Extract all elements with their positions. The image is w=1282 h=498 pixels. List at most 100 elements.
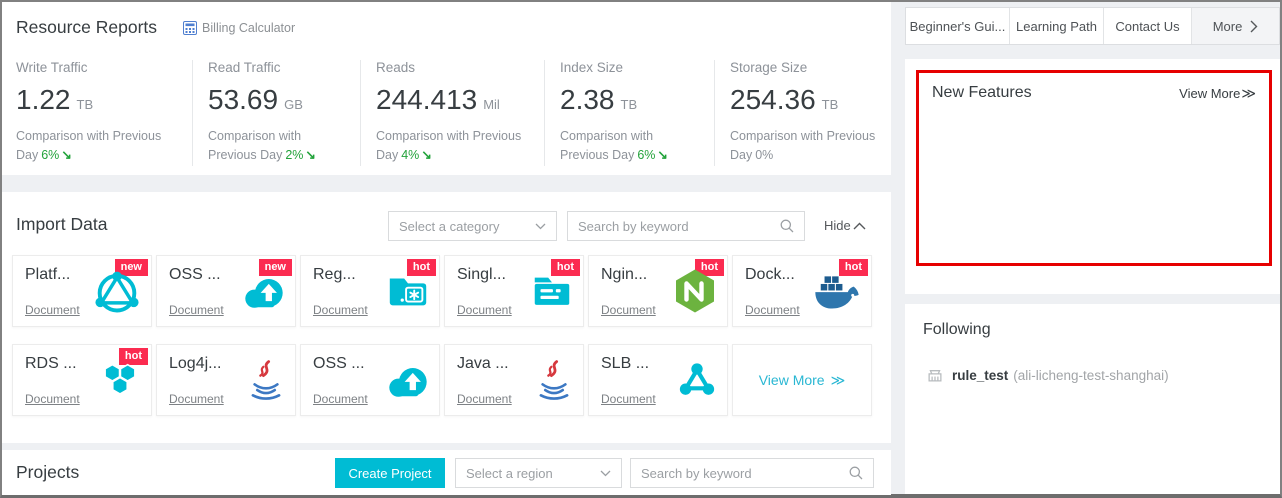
document-link[interactable]: Document xyxy=(601,303,656,317)
trend-down-arrow: ↘ xyxy=(305,148,316,163)
tab-beginners-guide[interactable]: Beginner's Gui... xyxy=(906,8,1010,44)
import-data-panel: Import Data Select a category Hide new P… xyxy=(2,192,891,443)
hide-toggle[interactable]: Hide xyxy=(824,218,866,233)
trend-down-arrow: ↘ xyxy=(421,148,432,163)
projects-search-box xyxy=(630,458,874,488)
change-percent: 6% xyxy=(41,148,60,163)
projects-search-input[interactable] xyxy=(631,465,849,481)
resource-reports-panel: Resource Reports Billing Calculator Writ… xyxy=(2,2,891,175)
new-features-view-more-link[interactable]: View More≫ xyxy=(1179,84,1256,101)
new-features-panel: New Features View More≫ xyxy=(905,59,1280,294)
project-icon xyxy=(927,368,943,383)
import-card-rds[interactable]: hot RDS ... Document xyxy=(12,344,152,416)
chevron-down-icon xyxy=(535,223,546,230)
tab-learning-path[interactable]: Learning Path xyxy=(1010,8,1104,44)
search-icon[interactable] xyxy=(849,466,863,480)
import-card-oss[interactable]: new OSS ... Document xyxy=(156,255,296,327)
stat-reads: Reads 244.413 Mil Comparison with Previou… xyxy=(360,60,544,166)
create-project-button[interactable]: Create Project xyxy=(335,458,445,488)
following-project-region: (ali-licheng-test-shanghai) xyxy=(1013,368,1169,383)
billing-calculator-link[interactable]: Billing Calculator xyxy=(183,20,296,35)
change-percent: 6% xyxy=(637,148,656,163)
import-card-slb[interactable]: SLB ... Document xyxy=(588,344,728,416)
import-card-java[interactable]: Java ... Document xyxy=(444,344,584,416)
double-chevron-right-icon: ≫ xyxy=(1241,84,1256,101)
network-icon xyxy=(91,265,143,317)
tab-more[interactable]: More xyxy=(1192,8,1279,44)
new-features-title: New Features xyxy=(932,84,1032,101)
stat-storage-size: Storage Size 254.36 TB Comparison with Pr… xyxy=(714,60,891,166)
import-card-single-line[interactable]: hot Singl... Document xyxy=(444,255,584,327)
resource-reports-title: Resource Reports xyxy=(16,17,158,37)
trend-down-arrow: ↘ xyxy=(657,148,668,163)
document-link[interactable]: Document xyxy=(169,303,224,317)
nginx-icon xyxy=(671,267,719,315)
chevron-up-icon xyxy=(853,222,866,230)
hot-badge: hot xyxy=(406,259,436,277)
import-card-oss-2[interactable]: OSS ... Document xyxy=(300,344,440,416)
region-select[interactable]: Select a region xyxy=(455,458,622,488)
import-card-docker[interactable]: hot Dock... Document xyxy=(732,255,872,327)
chevron-down-icon xyxy=(600,470,611,477)
import-search-input[interactable] xyxy=(568,218,780,234)
document-link[interactable]: Document xyxy=(313,303,368,317)
change-percent: 0% xyxy=(755,148,774,163)
molecule-icon xyxy=(675,358,719,402)
import-data-title: Import Data xyxy=(16,214,108,234)
stat-read-traffic: Read Traffic 53.69 GB Comparison with Pre… xyxy=(192,60,360,166)
hot-badge: hot xyxy=(118,348,148,366)
change-percent: 2% xyxy=(285,148,304,163)
new-badge: new xyxy=(114,259,148,277)
calculator-icon xyxy=(183,20,198,35)
stat-unit: TB xyxy=(76,97,94,112)
view-more-card[interactable]: View More ≫ xyxy=(732,344,872,416)
document-link[interactable]: Document xyxy=(457,303,512,317)
double-chevron-right-icon: ≫ xyxy=(830,371,846,388)
import-cards-grid: new Platf... Document new OSS ... Docume… xyxy=(12,255,872,416)
import-card-regex[interactable]: hot Reg... Document xyxy=(300,255,440,327)
folder-asterisk-icon xyxy=(385,268,431,314)
document-link[interactable]: Document xyxy=(169,392,224,406)
hot-badge: hot xyxy=(550,259,580,277)
following-title: Following xyxy=(923,321,991,338)
stat-value: 1.22 xyxy=(16,84,71,115)
hexagons-icon xyxy=(97,357,143,403)
document-link[interactable]: Document xyxy=(601,392,656,406)
stat-unit: TB xyxy=(620,97,638,112)
stat-value: 53.69 xyxy=(208,84,279,115)
stat-value: 254.36 xyxy=(730,84,816,115)
change-percent: 4% xyxy=(401,148,420,163)
category-select[interactable]: Select a category xyxy=(388,211,557,241)
stat-unit: Mil xyxy=(483,97,500,112)
import-card-nginx[interactable]: hot Ngin... Document xyxy=(588,255,728,327)
stat-index-size: Index Size 2.38 TB Comparison with Previo… xyxy=(544,60,714,166)
import-search-box xyxy=(567,211,805,241)
stat-value: 244.413 xyxy=(376,84,478,115)
import-card-platform[interactable]: new Platf... Document xyxy=(12,255,152,327)
stat-unit: TB xyxy=(821,97,839,112)
stat-unit: GB xyxy=(284,97,303,112)
following-item-rule-test[interactable]: rule_test (ali-licheng-test-shanghai) xyxy=(927,368,1280,383)
tab-contact-us[interactable]: Contact Us xyxy=(1104,8,1192,44)
document-link[interactable]: Document xyxy=(745,303,800,317)
java-icon xyxy=(533,356,575,404)
document-link[interactable]: Document xyxy=(313,392,368,406)
search-icon[interactable] xyxy=(780,219,794,233)
projects-title: Projects xyxy=(16,462,80,482)
java-icon xyxy=(245,356,287,404)
billing-calculator-label: Billing Calculator xyxy=(202,20,296,35)
stat-write-traffic: Write Traffic 1.22 TB Comparison with Pre… xyxy=(16,60,162,163)
import-card-log4j[interactable]: Log4j... Document xyxy=(156,344,296,416)
following-project-name: rule_test xyxy=(952,368,1009,383)
file-lines-icon xyxy=(529,268,575,314)
hot-badge: hot xyxy=(694,259,724,277)
document-link[interactable]: Document xyxy=(457,392,512,406)
trend-down-arrow: ↘ xyxy=(61,148,72,163)
hot-badge: hot xyxy=(838,259,868,277)
help-tabbar: Beginner's Gui... Learning Path Contact … xyxy=(905,7,1280,45)
following-panel: Following rule_test (ali-licheng-test-sh… xyxy=(905,304,1280,494)
document-link[interactable]: Document xyxy=(25,392,80,406)
projects-panel: Projects Create Project Select a region xyxy=(2,450,891,495)
document-link[interactable]: Document xyxy=(25,303,80,317)
